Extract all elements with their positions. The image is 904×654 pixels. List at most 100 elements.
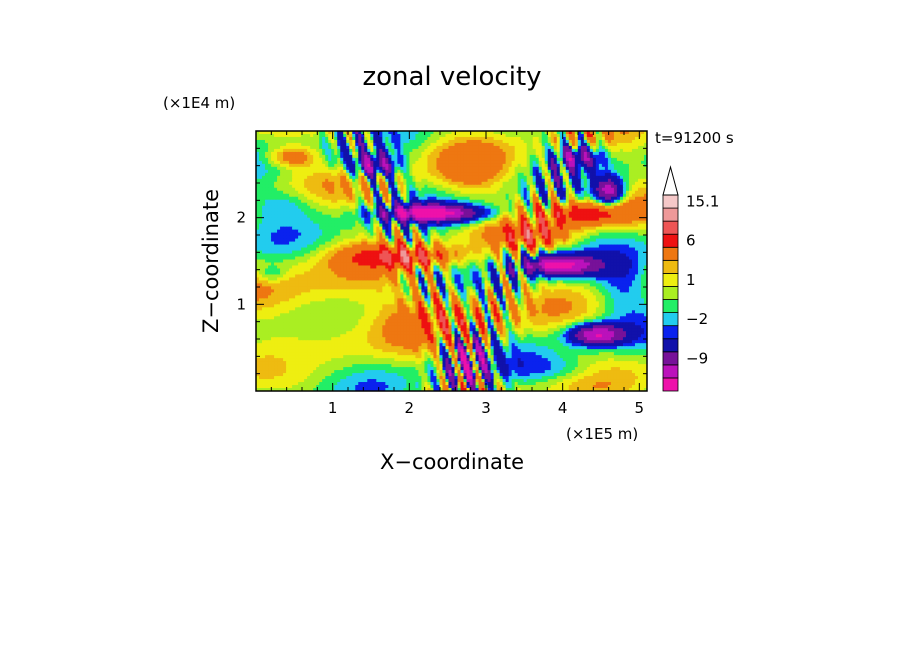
contour-cell bbox=[571, 145, 576, 150]
contour-cell bbox=[475, 232, 480, 237]
contour-cell bbox=[487, 142, 492, 147]
contour-cell bbox=[346, 172, 350, 177]
contour-cell bbox=[397, 175, 401, 180]
contour-cell bbox=[493, 199, 498, 204]
contour-cell bbox=[577, 217, 582, 222]
contour-cell bbox=[634, 223, 639, 228]
contour-cell bbox=[517, 229, 522, 234]
contour-cell bbox=[562, 184, 567, 189]
contour-cell bbox=[256, 166, 260, 171]
contour-cell bbox=[529, 166, 534, 171]
contour-cell bbox=[592, 229, 597, 234]
contour-cell bbox=[643, 172, 648, 177]
contour-cell bbox=[364, 133, 368, 138]
contour-cell bbox=[328, 187, 332, 192]
contour-cell bbox=[388, 181, 392, 186]
contour-cell bbox=[526, 151, 531, 156]
contour-cell bbox=[439, 163, 443, 168]
contour-cell bbox=[397, 199, 401, 204]
contour-cell bbox=[469, 238, 474, 243]
contour-cell bbox=[289, 154, 293, 159]
contour-cell bbox=[490, 196, 495, 201]
contour-cell bbox=[277, 196, 281, 201]
contour-cell bbox=[343, 169, 347, 174]
contour-cell bbox=[325, 169, 329, 174]
contour-cell bbox=[508, 223, 513, 228]
contour-cell bbox=[523, 142, 528, 147]
contour-cell bbox=[592, 208, 597, 213]
contour-cell bbox=[421, 148, 425, 153]
contour-cell bbox=[466, 172, 471, 177]
contour-cell bbox=[388, 196, 392, 201]
contour-cell bbox=[481, 229, 486, 234]
contour-cell bbox=[625, 220, 630, 225]
contour-cell bbox=[373, 184, 377, 189]
contour-cell bbox=[469, 151, 474, 156]
contour-cell bbox=[448, 133, 452, 138]
contour-cell bbox=[574, 163, 579, 168]
contour-cell bbox=[271, 229, 275, 234]
contour-cell bbox=[346, 175, 350, 180]
contour-cell bbox=[328, 193, 332, 198]
contour-cell bbox=[427, 214, 431, 219]
contour-cell bbox=[448, 208, 452, 213]
contour-cell bbox=[349, 226, 353, 231]
contour-cell bbox=[463, 160, 468, 165]
contour-cell bbox=[382, 244, 386, 249]
contour-cell bbox=[376, 175, 380, 180]
contour-cell bbox=[517, 196, 522, 201]
contour-cell bbox=[523, 131, 528, 135]
contour-cell bbox=[349, 244, 353, 249]
contour-cell bbox=[577, 220, 582, 225]
contour-cell bbox=[493, 193, 498, 198]
contour-cell bbox=[346, 223, 350, 228]
contour-cell bbox=[310, 184, 314, 189]
contour-cell bbox=[370, 235, 374, 240]
contour-cell bbox=[286, 157, 290, 162]
contour-cell bbox=[391, 133, 395, 138]
contour-cell bbox=[625, 232, 630, 237]
contour-cell bbox=[376, 163, 380, 168]
contour-cell bbox=[361, 154, 365, 159]
contour-cell bbox=[322, 232, 326, 237]
contour-cell bbox=[277, 166, 281, 171]
contour-cell bbox=[301, 208, 305, 213]
contour-cell bbox=[307, 184, 311, 189]
contour-cell bbox=[580, 214, 585, 219]
contour-cell bbox=[529, 241, 534, 246]
contour-cell bbox=[388, 235, 392, 240]
contour-cell bbox=[460, 241, 465, 246]
contour-cell bbox=[418, 133, 422, 138]
contour-cell bbox=[637, 184, 642, 189]
contour-cell bbox=[643, 131, 648, 135]
contour-cell bbox=[643, 184, 648, 189]
contour-cell bbox=[355, 157, 359, 162]
contour-cell bbox=[298, 184, 302, 189]
contour-cell bbox=[562, 178, 567, 183]
contour-cell bbox=[628, 196, 633, 201]
contour-cell bbox=[292, 229, 296, 234]
contour-cell bbox=[427, 151, 431, 156]
contour-cell bbox=[595, 217, 600, 222]
contour-cell bbox=[580, 223, 585, 228]
contour-cell bbox=[274, 211, 278, 216]
contour-cell bbox=[523, 136, 528, 141]
contour-cell bbox=[637, 139, 642, 144]
contour-cell bbox=[337, 184, 341, 189]
contour-cell bbox=[421, 226, 425, 231]
contour-cell bbox=[295, 157, 299, 162]
contour-cell bbox=[619, 223, 624, 228]
contour-cell bbox=[475, 220, 480, 225]
contour-cell bbox=[592, 178, 597, 183]
contour-cell bbox=[403, 238, 407, 243]
contour-cell bbox=[496, 223, 501, 228]
contour-cell bbox=[265, 220, 269, 225]
contour-cell bbox=[307, 136, 311, 141]
contour-cell bbox=[370, 220, 374, 225]
contour-cell bbox=[403, 160, 407, 165]
contour-cell bbox=[610, 226, 615, 231]
contour-cell bbox=[589, 217, 594, 222]
contour-cell bbox=[460, 163, 465, 168]
contour-cell bbox=[349, 229, 353, 234]
contour-cell bbox=[334, 199, 338, 204]
